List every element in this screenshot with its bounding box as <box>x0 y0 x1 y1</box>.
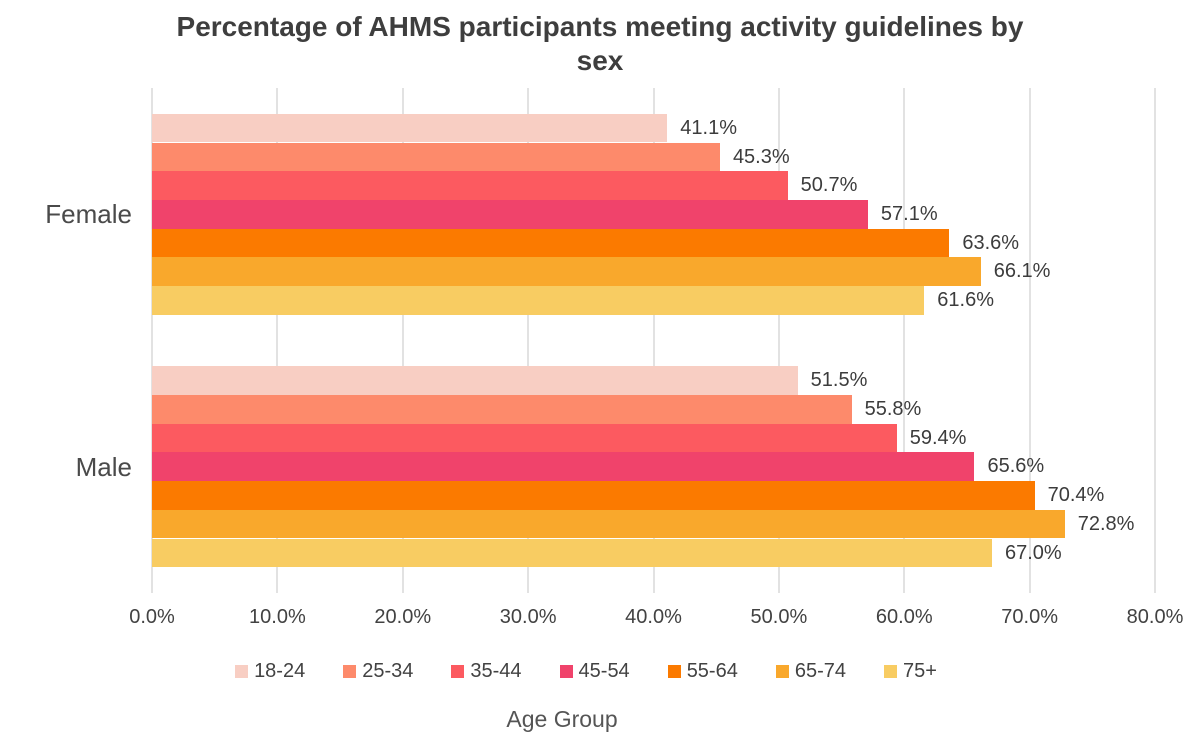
x-tick-label: 10.0% <box>249 606 306 628</box>
legend: 18-24 25-34 35-44 45-54 55-64 65-74 75+ <box>0 656 1172 686</box>
bar-female-18-24 <box>152 113 668 143</box>
x-tick-label: 30.0% <box>499 606 557 628</box>
legend-label: 55-64 <box>686 659 738 682</box>
value-label-male-75+: 67.0% <box>1005 541 1062 564</box>
category-label-female: Female <box>45 199 132 230</box>
legend-label: 45-54 <box>578 659 630 682</box>
x-tick-label: 70.0% <box>1001 606 1058 628</box>
value-label-female-45-54: 57.1% <box>880 202 938 225</box>
legend-label: 25-34 <box>362 659 414 682</box>
gridline <box>1028 88 1031 593</box>
legend-label: 75+ <box>903 659 937 682</box>
x-axis-ticks: 0.0% 10.0% 20.0% 30.0% 40.0% 50.0% 60.0% 70.0% 8… <box>129 606 1183 632</box>
bar-female-35-44 <box>152 171 788 200</box>
x-tick-label: 50.0% <box>750 606 808 628</box>
legend-item-45-54: 45-54 <box>559 659 630 683</box>
x-tick-label: 20.0% <box>374 606 432 628</box>
gridline <box>151 88 153 593</box>
legend-item-65-74: 65-74 <box>775 659 846 683</box>
value-label-male-65-74: 72.8% <box>1077 512 1135 535</box>
gridline <box>527 88 530 593</box>
legend-swatch-icon <box>775 664 789 678</box>
plot-area: 41.1% 45.3% 50.7% 57.1% 63.6% 66.1% 61.6% 51.5%… <box>151 88 1156 593</box>
legend-label: 35-44 <box>470 659 522 682</box>
category-label-male: Male <box>75 451 132 482</box>
bar-female-25-34 <box>152 142 720 172</box>
x-tick-label: 60.0% <box>875 606 933 628</box>
bar-male-35-44 <box>152 423 897 453</box>
bar-male-75+ <box>152 538 992 568</box>
bar-male-18-24 <box>152 366 798 395</box>
gridline <box>276 88 279 593</box>
gridline <box>903 88 906 593</box>
bar-male-45-54 <box>152 452 975 482</box>
x-tick-label: 40.0% <box>625 606 682 628</box>
value-label-male-55-64: 70.4% <box>1047 484 1105 507</box>
legend-swatch-icon <box>343 664 357 678</box>
bar-female-65-74 <box>152 257 981 286</box>
gridline <box>652 88 655 593</box>
value-label-male-45-54: 65.6% <box>987 455 1045 478</box>
legend-item-25-34: 25-34 <box>343 660 413 683</box>
bar-female-75+ <box>152 286 925 315</box>
value-label-male-18-24: 51.5% <box>810 369 868 392</box>
legend-swatch-icon <box>884 664 897 678</box>
legend-swatch-icon <box>667 664 681 678</box>
legend-label: 18-24 <box>254 659 306 682</box>
gridline <box>1154 88 1156 593</box>
value-label-female-35-44: 50.7% <box>800 174 858 197</box>
bar-female-55-64 <box>152 228 950 258</box>
x-tick-label: 80.0% <box>1126 606 1184 628</box>
value-label-male-25-34: 55.8% <box>864 398 922 420</box>
legend-swatch-icon <box>235 664 249 678</box>
chart-title-text: Percentage of AHMS participants meeting … <box>176 11 1024 76</box>
bar-male-65-74 <box>152 509 1065 539</box>
legend-item-55-64: 55-64 <box>667 659 738 683</box>
value-label-male-35-44: 59.4% <box>909 426 967 449</box>
value-label-female-75+: 61.6% <box>937 289 995 311</box>
legend-label: 65-74 <box>794 659 846 682</box>
legend-item-75+: 75+ <box>884 660 937 683</box>
value-label-female-55-64: 63.6% <box>962 231 1020 254</box>
legend-swatch-icon <box>559 664 573 678</box>
value-label-female-25-34: 45.3% <box>732 145 790 168</box>
bar-male-55-64 <box>152 481 1035 510</box>
value-label-female-18-24: 41.1% <box>680 116 737 139</box>
bar-female-45-54 <box>152 199 868 229</box>
x-tick-label: 0.0% <box>129 606 175 628</box>
legend-item-18-24: 18-24 <box>235 660 305 683</box>
gridline <box>777 88 780 593</box>
gridline <box>401 88 404 593</box>
bar-male-25-34 <box>152 395 852 424</box>
legend-item-35-44: 35-44 <box>451 659 522 683</box>
chart-title: Percentage of AHMS participants meeting … <box>0 10 1200 77</box>
value-label-female-65-74: 66.1% <box>993 260 1051 283</box>
legend-swatch-icon <box>451 664 465 678</box>
age-group-axis-title: Age Group <box>506 706 618 732</box>
